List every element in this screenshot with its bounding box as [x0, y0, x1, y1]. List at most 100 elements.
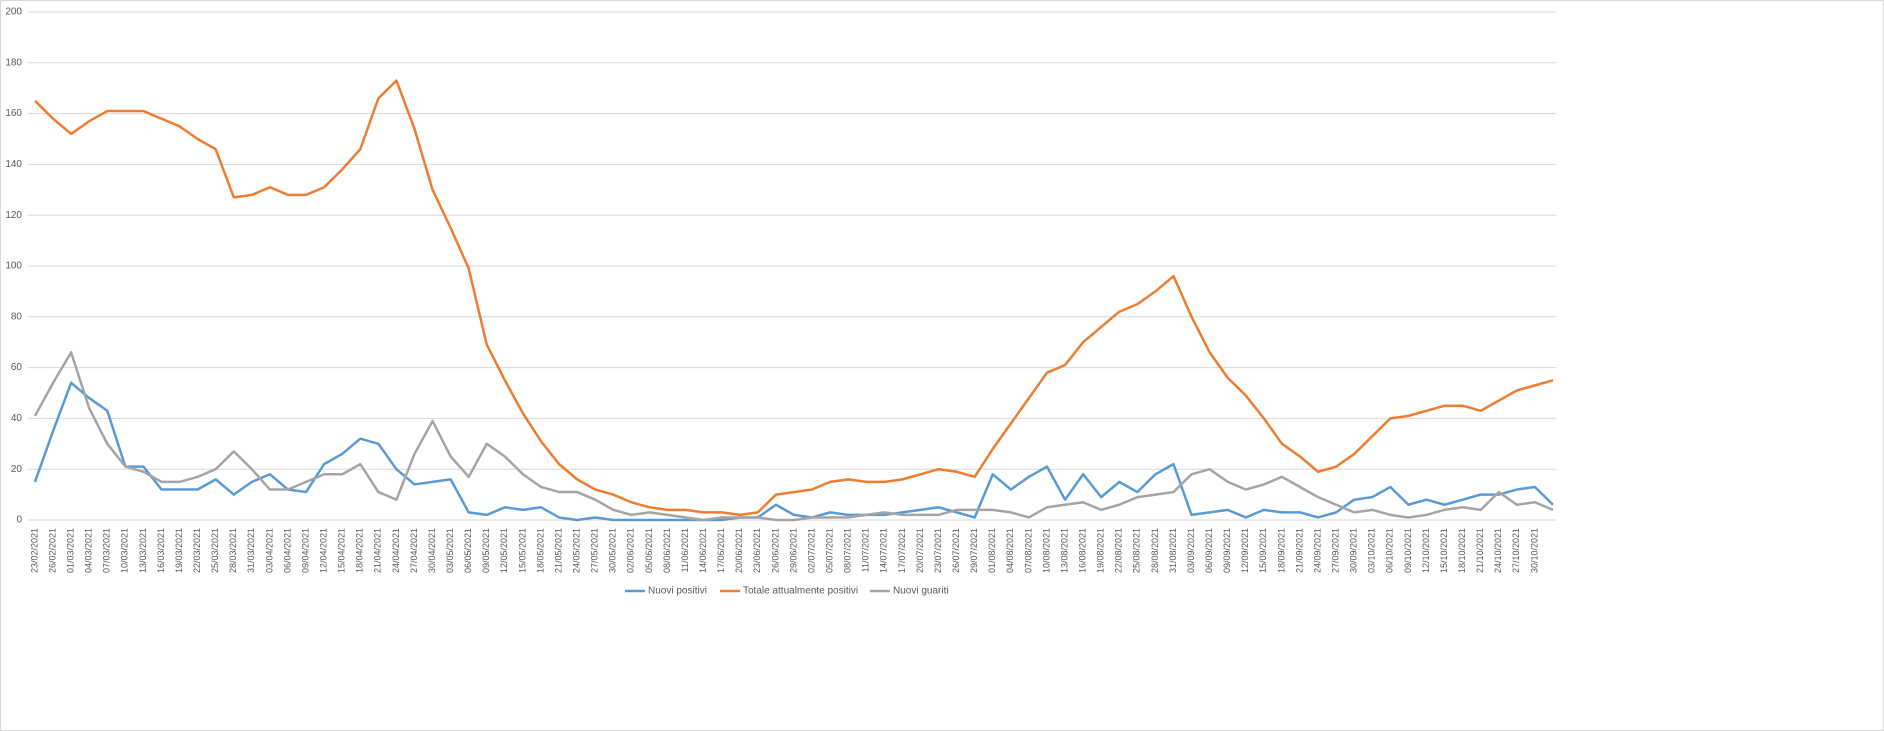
x-tick-label: 29/06/2021	[788, 528, 798, 573]
x-tick-label: 30/04/2021	[427, 528, 437, 573]
x-tick-label: 21/10/2021	[1475, 528, 1485, 573]
x-tick-label: 11/07/2021	[861, 528, 871, 572]
x-tick-label: 16/03/2021	[156, 528, 166, 573]
x-tick-label: 02/07/2021	[806, 528, 816, 573]
x-tick-label: 15/05/2021	[517, 528, 527, 573]
x-tick-label: 30/09/2021	[1349, 528, 1359, 573]
x-tick-label: 10/03/2021	[120, 528, 130, 573]
x-tick-label: 25/03/2021	[210, 528, 220, 573]
x-tick-label: 12/04/2021	[319, 528, 329, 573]
x-tick-label: 06/04/2021	[282, 528, 292, 573]
y-tick-label: 120	[5, 210, 22, 221]
y-tick-label: 200	[5, 7, 22, 18]
x-tick-label: 07/03/2021	[102, 528, 112, 573]
x-tick-label: 23/02/2021	[29, 528, 39, 573]
x-tick-label: 17/06/2021	[716, 528, 726, 573]
x-tick-label: 07/08/2021	[1023, 528, 1033, 573]
legend-label: Totale attualmente positivi	[743, 586, 858, 597]
x-tick-label: 12/10/2021	[1421, 528, 1431, 573]
legend-label: Nuovi positivi	[648, 586, 707, 597]
y-tick-label: 160	[5, 108, 22, 119]
legend-label: Nuovi guariti	[893, 586, 949, 597]
x-tick-label: 22/03/2021	[192, 528, 202, 573]
x-tick-label: 09/10/2021	[1403, 528, 1413, 573]
x-tick-label: 21/05/2021	[553, 528, 563, 573]
y-tick-label: 20	[11, 464, 23, 475]
x-tick-label: 14/06/2021	[698, 528, 708, 573]
x-tick-label: 30/10/2021	[1529, 528, 1539, 573]
x-tick-label: 13/08/2021	[1059, 528, 1069, 573]
x-tick-label: 06/05/2021	[463, 528, 473, 573]
x-tick-label: 09/04/2021	[300, 528, 310, 573]
x-tick-label: 27/10/2021	[1511, 528, 1521, 573]
x-tick-label: 21/09/2021	[1294, 528, 1304, 573]
x-tick-label: 15/04/2021	[337, 528, 347, 573]
x-tick-label: 21/04/2021	[373, 528, 383, 573]
y-tick-label: 60	[11, 362, 23, 373]
x-tick-label: 28/03/2021	[228, 528, 238, 573]
x-tick-label: 31/03/2021	[246, 528, 256, 573]
x-tick-label: 18/10/2021	[1457, 528, 1467, 573]
x-tick-label: 29/07/2021	[969, 528, 979, 573]
x-tick-label: 15/09/2021	[1258, 528, 1268, 573]
series-line	[33, 351, 1554, 522]
x-tick-label: 24/04/2021	[391, 528, 401, 573]
x-tick-label: 12/09/2021	[1240, 528, 1250, 573]
x-tick-label: 27/04/2021	[409, 528, 419, 573]
x-tick-label: 03/10/2021	[1367, 528, 1377, 573]
y-tick-label: 180	[5, 57, 22, 68]
x-tick-label: 30/05/2021	[608, 528, 618, 573]
x-tick-label: 31/08/2021	[1168, 528, 1178, 573]
x-tick-label: 12/05/2021	[499, 528, 509, 573]
x-tick-label: 17/07/2021	[897, 528, 907, 573]
series-line	[34, 79, 1554, 517]
x-tick-label: 06/10/2021	[1385, 528, 1395, 573]
x-tick-label: 14/07/2021	[879, 528, 889, 573]
y-tick-label: 0	[16, 515, 22, 526]
x-tick-label: 26/02/2021	[47, 528, 57, 573]
x-tick-label: 03/04/2021	[264, 528, 274, 573]
x-tick-label: 05/07/2021	[825, 528, 835, 573]
x-tick-label: 02/06/2021	[626, 528, 636, 573]
x-tick-label: 19/08/2021	[1096, 528, 1106, 573]
x-tick-label: 06/09/2021	[1204, 528, 1214, 573]
x-tick-label: 24/10/2021	[1493, 528, 1503, 573]
x-tick-label: 05/06/2021	[644, 528, 654, 573]
x-tick-label: 04/08/2021	[1005, 528, 1015, 573]
x-tick-label: 15/10/2021	[1439, 528, 1449, 573]
x-tick-label: 03/05/2021	[445, 528, 455, 573]
x-tick-label: 22/08/2021	[1114, 528, 1124, 573]
x-tick-label: 09/05/2021	[481, 528, 491, 573]
x-tick-label: 11/06/2021	[680, 528, 690, 572]
x-tick-label: 25/08/2021	[1132, 528, 1142, 573]
x-tick-label: 18/04/2021	[355, 528, 365, 573]
x-tick-label: 04/03/2021	[84, 528, 94, 573]
x-tick-label: 18/09/2021	[1276, 528, 1286, 573]
x-tick-label: 01/03/2021	[66, 528, 76, 573]
x-tick-label: 24/09/2021	[1312, 528, 1322, 573]
x-tick-label: 20/06/2021	[734, 528, 744, 573]
x-tick-label: 01/08/2021	[987, 528, 997, 573]
x-tick-label: 26/07/2021	[951, 528, 961, 573]
x-tick-label: 03/09/2021	[1186, 528, 1196, 573]
x-tick-label: 09/09/2021	[1222, 528, 1232, 573]
x-tick-label: 16/08/2021	[1078, 528, 1088, 573]
y-tick-label: 40	[11, 413, 23, 424]
x-tick-label: 27/09/2021	[1331, 528, 1341, 573]
x-tick-label: 23/06/2021	[752, 528, 762, 573]
x-tick-label: 19/03/2021	[174, 528, 184, 573]
x-tick-label: 18/05/2021	[535, 528, 545, 573]
x-tick-label: 13/03/2021	[138, 528, 148, 573]
x-tick-label: 27/05/2021	[590, 528, 600, 573]
x-tick-label: 20/07/2021	[915, 528, 925, 573]
x-tick-label: 08/06/2021	[662, 528, 672, 573]
y-tick-label: 140	[5, 159, 22, 170]
y-tick-label: 80	[11, 311, 23, 322]
y-tick-label: 100	[5, 261, 22, 272]
x-tick-label: 24/05/2021	[572, 528, 582, 573]
x-tick-label: 26/06/2021	[770, 528, 780, 573]
x-tick-label: 23/07/2021	[933, 528, 943, 573]
